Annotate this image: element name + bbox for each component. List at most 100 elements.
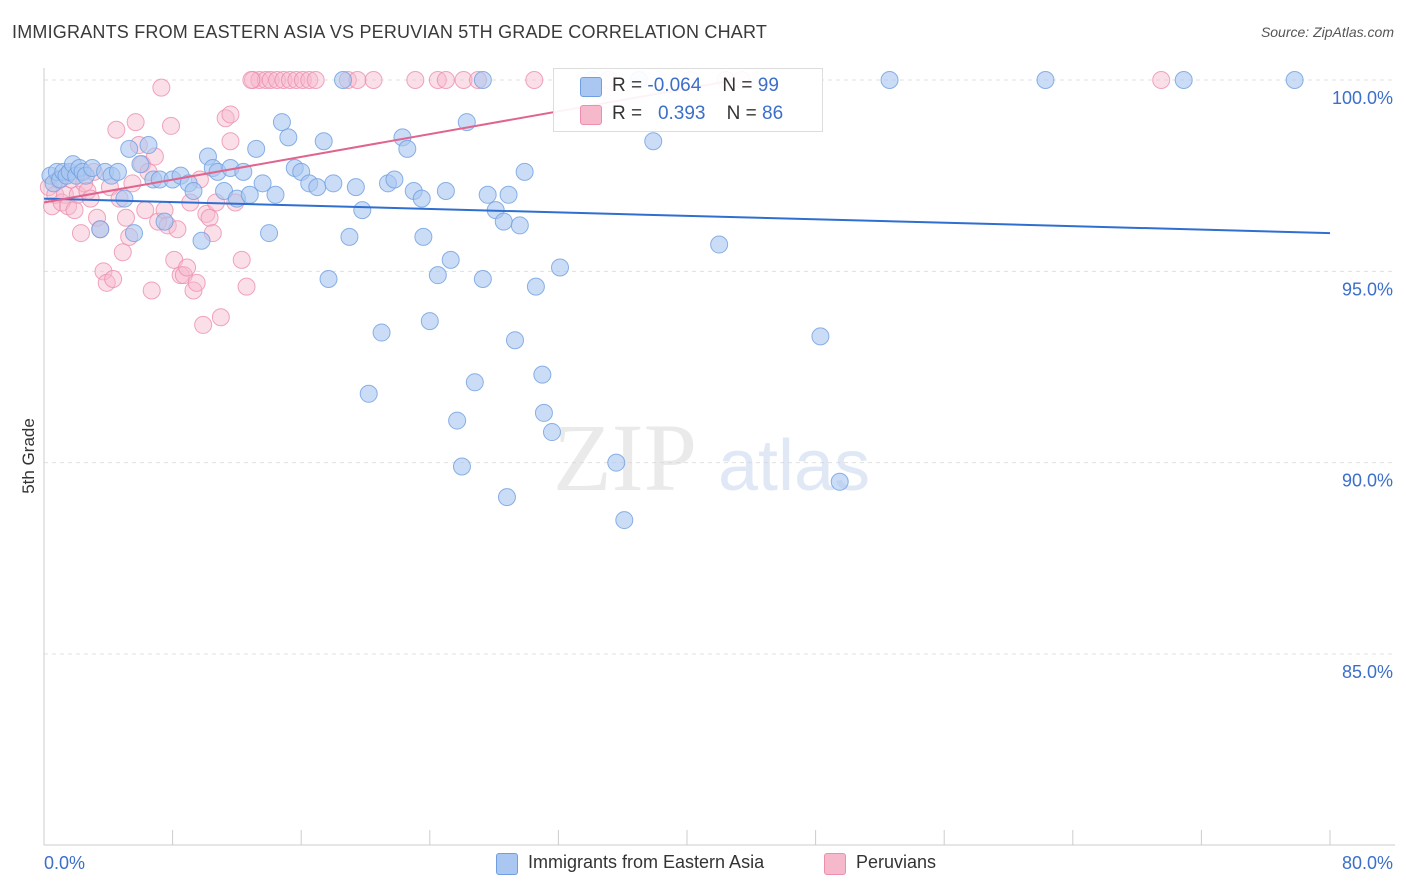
legend-r-value-blue: -0.064 <box>647 75 702 96</box>
point-immigrants <box>494 212 513 231</box>
point-immigrants <box>607 453 626 472</box>
point-peruvians <box>525 71 544 89</box>
legend-swatch-pink <box>580 105 602 125</box>
point-peruvians <box>242 71 261 89</box>
point-peruvians <box>152 78 171 97</box>
point-immigrants <box>420 312 439 331</box>
point-immigrants <box>499 185 518 204</box>
point-peruvians <box>142 281 161 300</box>
point-peruvians <box>211 308 230 327</box>
point-immigrants <box>120 139 139 158</box>
axes <box>43 68 1395 846</box>
point-immigrants <box>324 174 343 193</box>
point-immigrants <box>398 139 417 158</box>
point-peruvians <box>116 208 135 227</box>
point-peruvians <box>436 71 455 89</box>
legend-r-value-pink: 0.393 <box>657 103 706 124</box>
point-peruvians <box>194 315 213 334</box>
point-peruvians <box>161 116 180 135</box>
point-immigrants <box>478 185 497 204</box>
point-immigrants <box>139 136 158 155</box>
point-peruvians <box>280 71 299 89</box>
point-immigrants <box>473 269 492 288</box>
source-credit: Source: ZipAtlas.com <box>1260 24 1394 40</box>
point-immigrants <box>1036 71 1055 89</box>
point-immigrants <box>253 174 272 193</box>
legend-swatch-immigrants <box>496 853 518 875</box>
legend-n-value-pink: 86 <box>762 103 784 124</box>
point-immigrants <box>308 178 327 197</box>
point-peruvians <box>274 71 293 89</box>
point-immigrants <box>353 201 372 220</box>
point-immigrants <box>184 181 203 200</box>
point-peruvians <box>300 71 319 89</box>
point-peruvians <box>454 71 473 89</box>
point-peruvians <box>221 105 240 124</box>
y-tick-label: 85.0% <box>1342 662 1393 682</box>
y-tick-label: 95.0% <box>1342 279 1393 299</box>
y-axis-title: 5th Grade <box>19 418 38 494</box>
series-immigrants-eastern-asia <box>41 71 1304 530</box>
point-immigrants <box>108 162 127 181</box>
x-tick-label-min: 0.0% <box>44 853 85 873</box>
legend-text-pink: R = 0.393 N = 86 <box>612 103 783 125</box>
point-immigrants <box>359 384 378 403</box>
point-immigrants <box>319 269 338 288</box>
point-immigrants <box>515 162 534 181</box>
point-immigrants <box>505 331 524 350</box>
point-peruvians <box>200 208 219 227</box>
y-tick-label: 90.0% <box>1342 471 1393 491</box>
point-immigrants <box>551 258 570 277</box>
point-immigrants <box>247 139 266 158</box>
x-tick-label-max: 80.0% <box>1342 853 1393 873</box>
point-immigrants <box>91 220 110 239</box>
point-immigrants <box>497 488 516 507</box>
point-peruvians <box>65 201 84 220</box>
legend-r-label: R = <box>612 75 643 96</box>
point-immigrants <box>414 227 433 246</box>
point-peruvians <box>178 258 197 277</box>
point-immigrants <box>465 373 484 392</box>
point-immigrants <box>131 155 150 174</box>
point-immigrants <box>412 189 431 208</box>
point-peruvians <box>104 269 123 288</box>
point-immigrants <box>279 128 298 147</box>
point-immigrants <box>811 327 830 346</box>
point-immigrants <box>115 189 134 208</box>
point-immigrants <box>1174 71 1193 89</box>
watermark: ZIP atlas <box>553 404 870 511</box>
point-immigrants <box>542 423 561 442</box>
legend-row-pink: R = 0.393 N = 86 <box>554 101 822 129</box>
point-immigrants <box>155 212 174 231</box>
legend-n-label: N = <box>726 103 757 124</box>
legend-row-blue: R = -0.064 N = 99 <box>554 73 822 101</box>
point-immigrants <box>452 457 471 476</box>
legend-r-label: R = <box>612 103 643 124</box>
point-peruvians <box>94 262 113 281</box>
point-peruvians <box>187 273 206 292</box>
legend-swatch-peruvians <box>824 853 846 875</box>
point-immigrants <box>125 224 144 243</box>
point-peruvians <box>268 71 287 89</box>
point-peruvians <box>232 250 251 269</box>
point-immigrants <box>272 113 291 132</box>
legend-label-peruvians: Peruvians <box>856 852 937 872</box>
point-immigrants <box>510 216 529 235</box>
point-immigrants <box>534 403 553 422</box>
point-immigrants <box>372 323 391 342</box>
legend-n-label: N = <box>722 75 753 96</box>
point-peruvians <box>261 71 280 89</box>
point-immigrants <box>340 227 359 246</box>
point-immigrants <box>266 185 285 204</box>
point-immigrants <box>880 71 899 89</box>
watermark-zip: ZIP <box>553 404 697 511</box>
point-immigrants <box>436 181 455 200</box>
legend-n-value-blue: 99 <box>757 75 779 96</box>
point-immigrants <box>644 132 663 151</box>
point-immigrants <box>533 365 552 384</box>
point-peruvians <box>221 132 240 151</box>
point-peruvians <box>406 71 425 89</box>
point-immigrants <box>473 71 492 89</box>
point-immigrants <box>260 224 279 243</box>
point-peruvians <box>71 224 90 243</box>
